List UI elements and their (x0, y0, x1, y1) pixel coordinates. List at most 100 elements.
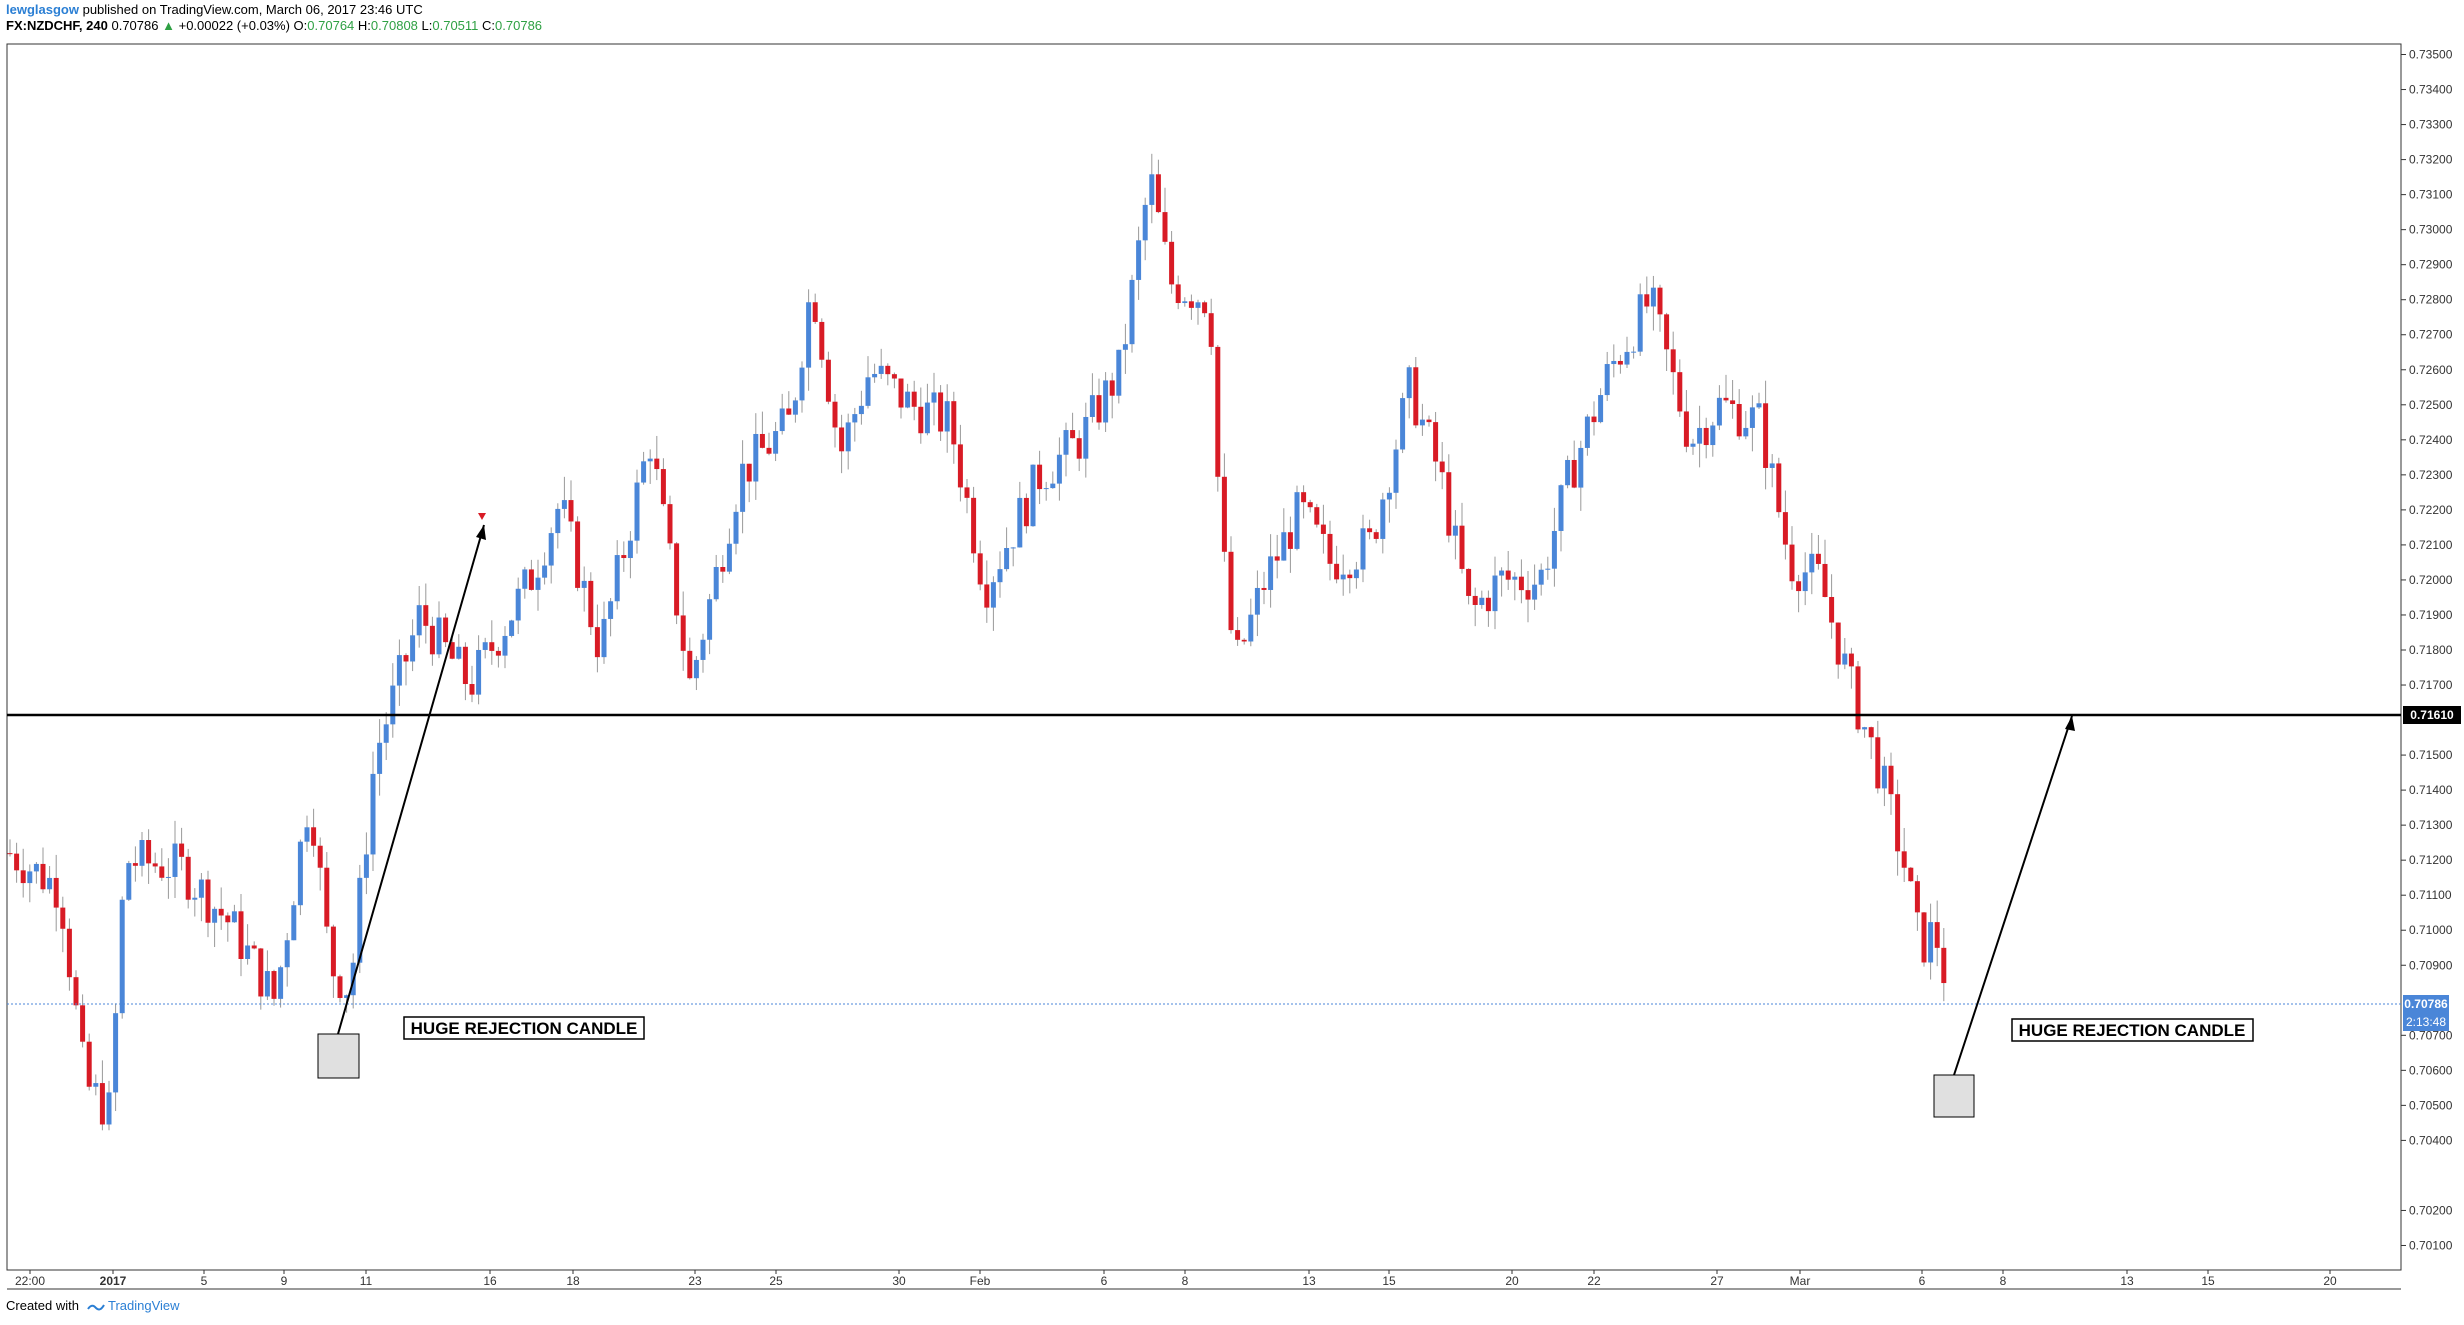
high-value: 0.70808 (370, 18, 418, 33)
x-tick-label: 15 (2201, 1274, 2215, 1288)
candle-down (898, 378, 904, 408)
candle-up (1604, 364, 1610, 396)
candle-up (482, 642, 488, 650)
candle-up (627, 540, 633, 559)
author-link[interactable]: lewglasgow (6, 2, 79, 17)
candle-down (680, 615, 686, 651)
candle-up (1749, 407, 1755, 428)
candle-down (99, 1083, 105, 1125)
candle-up (872, 373, 878, 378)
candle-down (1822, 563, 1828, 597)
rejection-candle-box-right[interactable] (1933, 1074, 1975, 1118)
candle-down (330, 926, 336, 977)
candle-up (436, 617, 442, 655)
candle-up (1136, 240, 1142, 280)
candle-down (1921, 912, 1927, 963)
arrowhead-right-icon (2065, 716, 2075, 731)
candle-down (53, 877, 59, 908)
candle-down (1835, 622, 1841, 665)
candle-down (449, 642, 455, 659)
candle-up (1558, 485, 1564, 531)
candle-down (14, 853, 20, 871)
candle-up (878, 365, 884, 374)
trend-arrow-left[interactable] (337, 524, 485, 1035)
tradingview-link[interactable]: TradingView (108, 1298, 180, 1313)
candle-up (396, 655, 402, 686)
candle-up (1584, 416, 1590, 448)
close-value: 0.70786 (495, 18, 543, 33)
trend-arrow-right[interactable] (1953, 715, 2073, 1076)
y-tick-label: 0.72000 (2409, 573, 2453, 587)
candle-up (1056, 454, 1062, 484)
low-label: L: (421, 18, 433, 33)
candle-down (1314, 507, 1320, 525)
candle-down (86, 1041, 92, 1087)
publish-info: published on TradingView.com, March 06, … (82, 2, 423, 17)
candle-down (238, 911, 244, 960)
candle-down (443, 617, 449, 643)
candle-down (1076, 438, 1082, 459)
candle-down (594, 627, 600, 658)
candle-down (971, 497, 977, 554)
candle-up (192, 897, 198, 900)
candle-up (344, 995, 350, 998)
symbol-label: FX:NZDCHF, 240 (6, 18, 108, 33)
candle-up (172, 843, 178, 877)
candle-down (1367, 528, 1373, 533)
candle-down (964, 487, 970, 498)
chart-header: lewglasgow published on TradingView.com,… (6, 2, 542, 34)
candle-up (707, 599, 713, 640)
candle-up (1499, 570, 1505, 576)
candle-up (1881, 765, 1887, 789)
candle-down (423, 605, 429, 626)
candle-up (905, 391, 911, 408)
candle-down (1763, 403, 1769, 468)
candle-down (1868, 727, 1874, 738)
y-tick-label: 0.72300 (2409, 468, 2453, 482)
tradingview-logo-icon (86, 1304, 105, 1311)
candle-up (27, 871, 33, 884)
candle-down (1796, 581, 1802, 592)
x-tick-label: 11 (360, 1274, 373, 1288)
candle-down (832, 401, 838, 428)
candle-up (1637, 294, 1643, 352)
candle-down (825, 359, 831, 402)
y-tick-label: 0.72900 (2409, 258, 2453, 272)
candle-down (839, 427, 845, 452)
candle-up (1650, 287, 1656, 307)
x-tick-label: 16 (483, 1274, 497, 1288)
candle-up (1624, 351, 1630, 365)
candle-down (1446, 472, 1452, 536)
level-price-label: 0.71610 (2410, 708, 2454, 722)
candle-down (1914, 881, 1920, 913)
candle-down (1162, 212, 1168, 242)
candle-up (1697, 427, 1703, 444)
candle-down (1439, 461, 1445, 473)
candle-down (1373, 532, 1379, 539)
candle-up (1380, 499, 1386, 539)
candle-down (951, 401, 957, 445)
candle-up (1063, 430, 1069, 455)
candle-down (977, 553, 983, 585)
x-tick-label: 8 (1182, 1274, 1189, 1288)
candle-down (1459, 525, 1465, 569)
candle-down (1188, 301, 1194, 308)
candle-up (284, 940, 290, 968)
x-tick-label: 25 (769, 1274, 783, 1288)
candle-up (997, 569, 1003, 583)
candle-down (1901, 851, 1907, 868)
candle-up (1710, 425, 1716, 446)
candle-up (931, 392, 937, 403)
candle-up (1294, 492, 1300, 549)
candle-up (1083, 416, 1089, 459)
candle-up (33, 863, 39, 872)
candle-up (1452, 525, 1458, 536)
candle-up (1142, 204, 1148, 241)
candle-down (766, 447, 772, 454)
candle-up (1862, 727, 1868, 730)
created-with-label: Created with (6, 1298, 79, 1313)
candle-down (185, 856, 191, 900)
candle-up (1802, 572, 1808, 592)
rejection-candle-box-left[interactable] (317, 1033, 360, 1079)
